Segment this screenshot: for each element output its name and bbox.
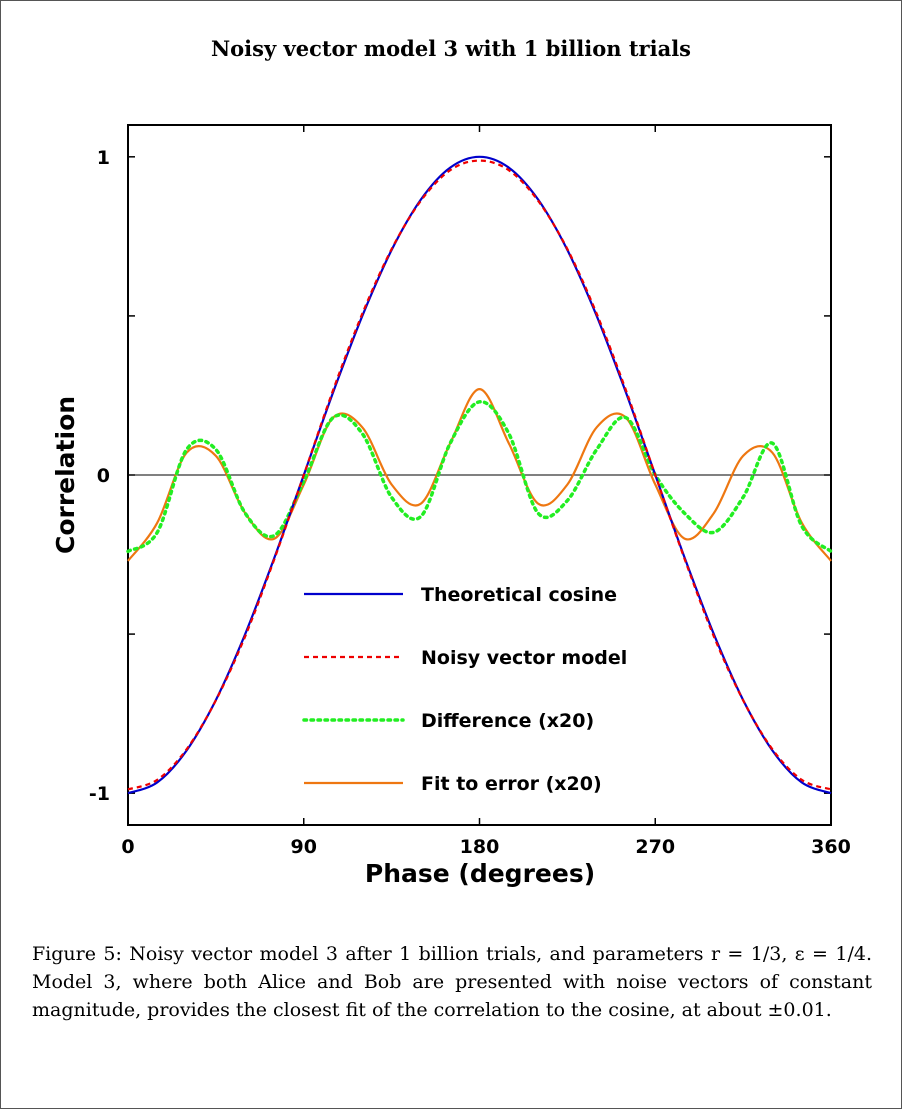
x-tick-label: 270 <box>635 836 675 858</box>
legend-label: Fit to error (x20) <box>421 773 602 795</box>
x-axis-label: Phase (degrees) <box>365 859 595 888</box>
figure-caption: Figure 5: Noisy vector model 3 after 1 b… <box>32 943 872 1021</box>
legend-label: Noisy vector model <box>421 647 627 669</box>
chart-title: Noisy vector model 3 with 1 billion tria… <box>210 36 692 61</box>
legend: Theoretical cosine Noisy vector model Diff… <box>302 584 627 795</box>
y-axis-label: Correlation <box>51 396 80 554</box>
series-line <box>126 400 833 554</box>
axis-ticks <box>127 125 832 825</box>
y-tick-label: -1 <box>89 783 110 805</box>
x-tick-label: 360 <box>811 836 851 858</box>
legend-label: Theoretical cosine <box>421 584 617 606</box>
legend-label: Difference (x20) <box>421 710 594 732</box>
series-layer <box>126 155 833 795</box>
y-tick-label: 0 <box>97 465 110 487</box>
tick-labels: 0 90 180 270 360 -1 0 1 <box>89 147 851 858</box>
x-tick-label: 90 <box>291 836 317 858</box>
series-line <box>127 155 832 795</box>
chart-svg: 0 90 180 270 360 -1 0 1 Theoretical cosine Noisy… <box>51 124 851 888</box>
y-tick-label: 1 <box>97 147 110 169</box>
x-tick-label: 180 <box>460 836 500 858</box>
x-tick-label: 0 <box>121 836 134 858</box>
series-line <box>127 159 832 791</box>
